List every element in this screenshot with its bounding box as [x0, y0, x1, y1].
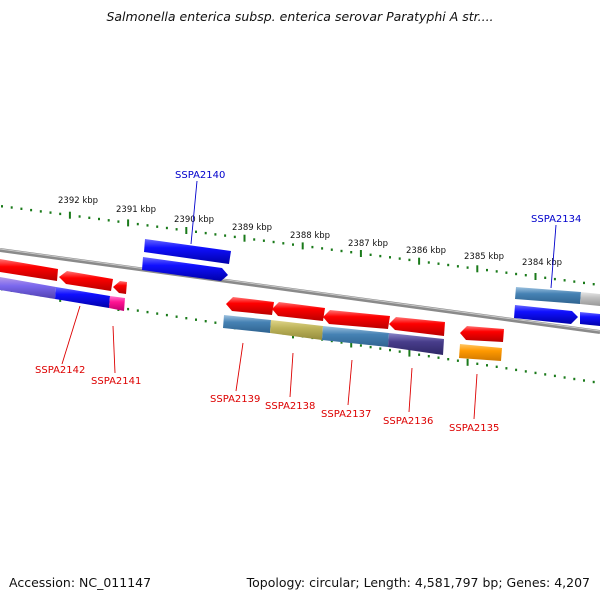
leader-sspa2140	[190, 180, 198, 245]
kbp-label: 2386 kbp	[406, 246, 446, 256]
gene-label-sspa2140[interactable]: SSPA2140	[175, 170, 225, 181]
gene-sspa2136-feature[interactable]	[388, 333, 444, 355]
forward-strand-ruler	[1, 205, 595, 286]
gene-left-red-2[interactable]	[59, 271, 113, 291]
kbp-label: 2385 kbp	[464, 252, 504, 262]
map-title: Salmonella enterica subsp. enterica sero…	[106, 9, 494, 24]
gene-label-sspa2141[interactable]: SSPA2141	[91, 376, 141, 387]
kbp-label: 2388 kbp	[290, 231, 330, 241]
leader-sspa2142	[61, 305, 81, 365]
leader-sspa2136	[408, 367, 413, 413]
gene-red-arrow-a[interactable]	[226, 297, 274, 315]
leader-sspa2137	[347, 359, 353, 406]
leader-sspa2138	[289, 352, 294, 398]
gene-label-sspa2138[interactable]: SSPA2138	[265, 401, 315, 412]
gene-left-red-3[interactable]	[113, 281, 127, 294]
kbp-label: 2391 kbp	[116, 205, 156, 215]
gene-sspa2142-feature[interactable]	[55, 287, 110, 308]
gene-label-sspa2137[interactable]: SSPA2137	[321, 409, 371, 420]
reverse-gene-track-middle	[223, 297, 504, 361]
leader-sspa2135	[473, 373, 478, 420]
gene-sspa2139-feature[interactable]	[223, 315, 271, 333]
kbp-label: 2392 kbp	[58, 196, 98, 206]
reverse-gene-track-left	[0, 259, 127, 311]
genome-backbone-highlight	[0, 248, 600, 332]
kbp-label: 2390 kbp	[174, 215, 214, 225]
kbp-label: 2387 kbp	[348, 239, 388, 249]
gene-left-purple[interactable]	[0, 277, 56, 299]
gene-label-sspa2136[interactable]: SSPA2136	[383, 416, 433, 427]
gene-sspa2141-feature[interactable]	[109, 296, 125, 311]
genome-backbone	[0, 248, 600, 334]
gene-sspa2140-cds[interactable]	[144, 239, 231, 264]
gene-red-arrow-e[interactable]	[460, 326, 504, 342]
gene-sspa2140-arrow[interactable]	[142, 257, 228, 281]
gene-label-sspa2139[interactable]: SSPA2139	[210, 394, 260, 405]
gene-sspa2137-feature[interactable]	[322, 326, 389, 347]
gene-sspa2135-feature[interactable]	[459, 344, 502, 361]
gene-label-group: SSPA2140 SSPA2134 SSPA2142 SSPA2141 SSPA…	[35, 170, 581, 434]
gene-red-arrow-b[interactable]	[272, 302, 325, 321]
kbp-label: 2389 kbp	[232, 223, 272, 233]
gene-right-edge-arrow[interactable]	[580, 312, 600, 326]
leader-sspa2139	[235, 342, 244, 392]
gene-grey-feature[interactable]	[580, 292, 600, 306]
gene-label-leaders	[61, 180, 557, 420]
forward-gene-track	[142, 239, 600, 326]
gene-label-sspa2135[interactable]: SSPA2135	[449, 423, 499, 434]
gene-sspa2134-arrow[interactable]	[514, 305, 578, 324]
kbp-label: 2384 kbp	[522, 258, 562, 268]
gene-label-sspa2134[interactable]: SSPA2134	[531, 214, 581, 225]
gene-red-arrow-d[interactable]	[389, 317, 445, 336]
gene-label-sspa2142[interactable]: SSPA2142	[35, 365, 85, 376]
genome-summary: Topology: circular; Length: 4,581,797 bp…	[246, 575, 590, 590]
gene-left-red-1[interactable]	[0, 259, 58, 281]
gene-sspa2134-feature[interactable]	[515, 287, 581, 304]
gene-red-arrow-c[interactable]	[323, 310, 390, 329]
accession-label: Accession: NC_011147	[9, 575, 152, 590]
leader-sspa2134	[550, 224, 557, 289]
kbp-label-group: 2392 kbp 2391 kbp 2390 kbp 2389 kbp 2388…	[58, 196, 562, 268]
gene-sspa2138-feature[interactable]	[270, 320, 323, 340]
leader-sspa2141	[112, 325, 116, 374]
